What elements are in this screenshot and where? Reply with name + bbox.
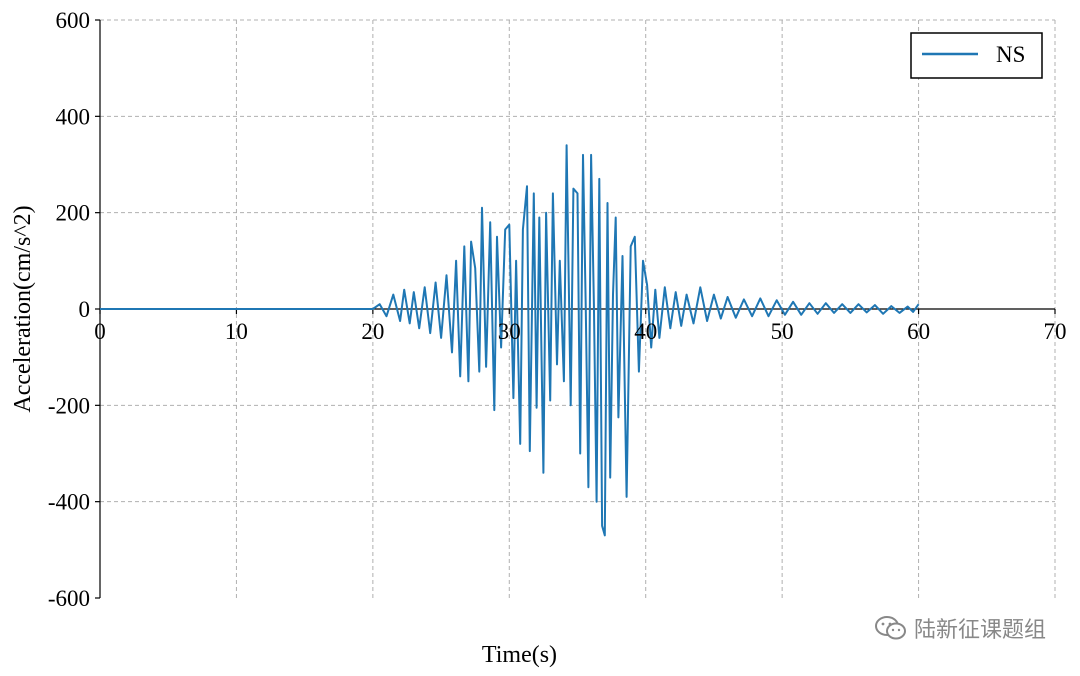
y-tick-label: -400 (48, 490, 90, 515)
y-tick-label: 600 (56, 8, 91, 33)
x-tick-label: 70 (1044, 319, 1067, 344)
y-tick-label: 0 (79, 297, 91, 322)
watermark: 陆新征课题组 (874, 612, 1046, 644)
y-tick-label: -600 (48, 586, 90, 611)
x-tick-label: 50 (771, 319, 794, 344)
y-tick-label: 400 (56, 104, 91, 129)
y-tick-label: -200 (48, 393, 90, 418)
legend-box (910, 32, 1043, 79)
x-tick-label: 30 (498, 319, 521, 344)
x-tick-label: 40 (634, 319, 657, 344)
tick-labels: -600 -400 -200 0 200 400 600 0 10 20 30 40 50 60 70 (48, 8, 1067, 611)
x-tick-label: 10 (225, 319, 248, 344)
x-axis-title: Time(s) (482, 642, 557, 668)
series-line-0 (100, 144, 920, 537)
legend: NS (910, 32, 1043, 79)
y-tick-label: 200 (56, 201, 91, 226)
y-axis-title: Acceleration(cm/s^2) (10, 205, 36, 412)
x-tick-label: 60 (907, 319, 930, 344)
wechat-icon (874, 616, 906, 640)
x-tick-label: 0 (94, 319, 106, 344)
legend-label-ns: NS (996, 42, 1025, 67)
series-layer (100, 144, 920, 537)
watermark-text: 陆新征课题组 (913, 618, 1046, 643)
x-tick-label: 20 (361, 319, 384, 344)
